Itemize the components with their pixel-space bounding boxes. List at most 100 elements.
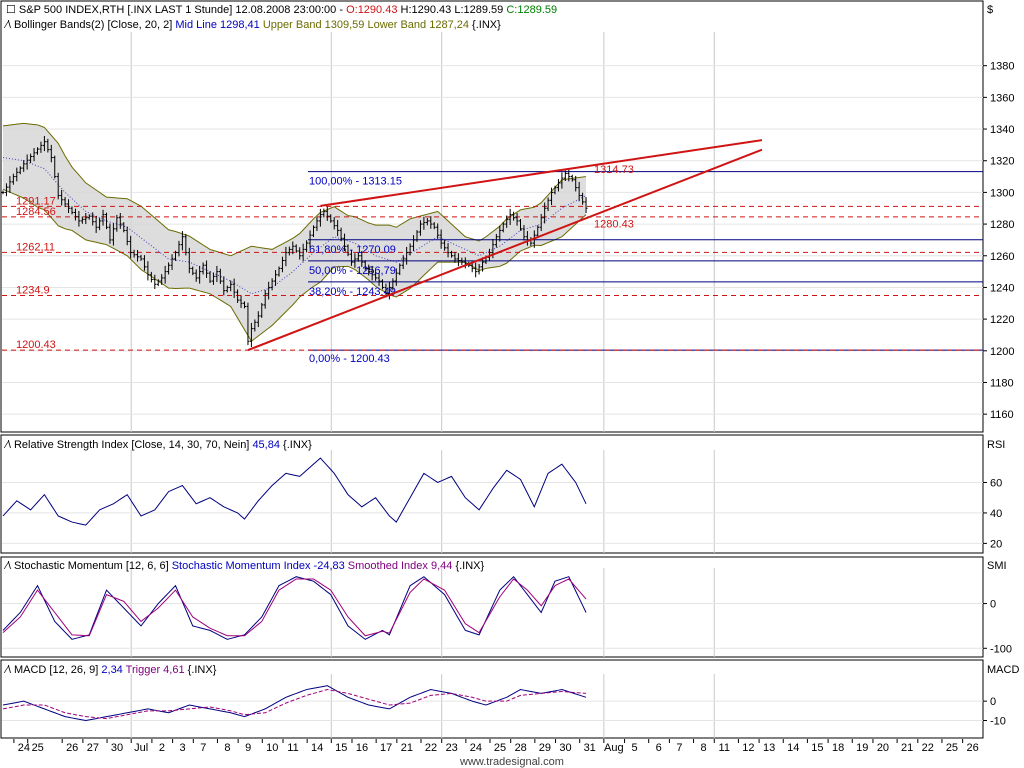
x-tick-label: 19 bbox=[856, 742, 868, 754]
smi-smoothed: Smoothed Index 9,44 bbox=[348, 560, 453, 572]
x-tick-label: 23 bbox=[446, 742, 458, 754]
x-tick-label: 22 bbox=[425, 742, 437, 754]
smi-index-line bbox=[2, 575, 587, 640]
x-tick-label: 2 bbox=[159, 742, 165, 754]
x-tick-label: 15 bbox=[811, 742, 823, 754]
indicator-icon: ⁄\ bbox=[3, 19, 14, 31]
x-tick-label: 21 bbox=[401, 742, 413, 754]
y-tick-label: 1280 bbox=[990, 219, 1014, 231]
macd-value: 2,34 bbox=[101, 664, 122, 676]
rsi-line bbox=[2, 457, 587, 526]
y-tick-label: 20 bbox=[990, 538, 1002, 550]
support-level-label: 1284.56 bbox=[16, 206, 56, 218]
x-tick-label: 14 bbox=[311, 742, 323, 754]
y-tick-label: 1160 bbox=[990, 409, 1014, 421]
rsi-label: Relative Strength Index [Close, 14, 30, … bbox=[14, 439, 249, 451]
x-tick-label: 25 bbox=[32, 742, 44, 754]
x-tick-label: 31 bbox=[584, 742, 596, 754]
x-tick-label: 6 bbox=[656, 742, 662, 754]
x-tick-label: 13 bbox=[763, 742, 775, 754]
support-level-label: 1262,11 bbox=[16, 241, 55, 253]
symbol-icon: ☐ bbox=[6, 4, 19, 16]
macd-axis-title: MACD bbox=[987, 664, 1019, 676]
x-tick-label: 30 bbox=[111, 742, 123, 754]
macd-symbol: {.INX} bbox=[188, 664, 217, 676]
bollinger-lower: Lower Band 1287,24 bbox=[367, 19, 469, 31]
y-tick-label: 1300 bbox=[990, 187, 1014, 199]
x-tick-label: 11 bbox=[719, 742, 730, 754]
x-tick-label: 20 bbox=[877, 742, 889, 754]
price-annotation: 1280.43 bbox=[594, 218, 634, 230]
x-tick-label: 7 bbox=[676, 742, 682, 754]
y-tick-label: 1240 bbox=[990, 282, 1014, 294]
y-tick-label: 1200 bbox=[990, 346, 1014, 358]
smi-symbol: {.INX} bbox=[455, 560, 484, 572]
x-tick-label: 9 bbox=[245, 742, 251, 754]
y-tick-label: -10 bbox=[990, 716, 1006, 728]
price-annotation: 1314.73 bbox=[594, 164, 634, 176]
bollinger-mid: Mid Line 1298,41 bbox=[175, 19, 259, 31]
y-tick-label: -100 bbox=[990, 643, 1012, 655]
macd-legend: ⁄\ MACD [12, 26, 9] 2,34 Trigger 4,61 {.… bbox=[3, 664, 217, 676]
x-tick-label: 12 bbox=[742, 742, 754, 754]
x-tick-label: 22 bbox=[922, 742, 934, 754]
currency-label: $ bbox=[987, 4, 993, 16]
y-tick-label: 1180 bbox=[990, 377, 1014, 389]
y-tick-label: 1380 bbox=[990, 61, 1014, 73]
rsi-symbol: {.INX} bbox=[283, 439, 312, 451]
axes-layer: 24 25 26 27 30 Jul 2 3 7 8 9 10 11 14 15 16 17 21 22 23 24 25… bbox=[13, 61, 1014, 754]
rsi-panel bbox=[0, 434, 984, 554]
y-tick-label: 1340 bbox=[990, 124, 1014, 136]
y-tick-label: 60 bbox=[990, 477, 1002, 489]
rsi-axis-title: RSI bbox=[987, 439, 1005, 451]
x-tick-label: 17 bbox=[380, 742, 392, 754]
price-legend: ☐ S&P 500 INDEX,RTH [.INX LAST 1 Stunde]… bbox=[6, 4, 557, 16]
smi-legend: ⁄\ Stochastic Momentum [12, 6, 6] Stocha… bbox=[3, 560, 485, 572]
x-tick-label: 25 bbox=[494, 742, 506, 754]
fibonacci-level-label: 0,00% - 1200.43 bbox=[309, 353, 390, 365]
x-tick-label: 18 bbox=[832, 742, 844, 754]
y-tick-label: 0 bbox=[990, 599, 996, 611]
x-tick-label: 11 bbox=[287, 742, 298, 754]
fibonacci-level-label: 61,80% - 1270.09 bbox=[309, 244, 396, 256]
trendlines-layer: 1314.73 1280.43 bbox=[247, 139, 763, 352]
y-tick-label: 0 bbox=[990, 696, 996, 708]
indicator-icon: ⁄\ bbox=[3, 560, 14, 572]
bollinger-upper: Upper Band 1309,59 bbox=[263, 19, 365, 31]
trendline bbox=[320, 139, 763, 207]
x-tick-label: 24 bbox=[470, 742, 482, 754]
x-tick-label: 16 bbox=[356, 742, 368, 754]
bollinger-lower-line bbox=[2, 188, 587, 343]
support-level-label: 1291.17 bbox=[16, 195, 56, 207]
open-value: O:1290.43 bbox=[346, 4, 397, 16]
footer-credit: www.tradesignal.com bbox=[459, 756, 564, 768]
indicator-lines-layer bbox=[2, 457, 587, 722]
x-tick-label: 24 bbox=[18, 742, 30, 754]
x-tick-label: 29 bbox=[539, 742, 551, 754]
rsi-value: 45,84 bbox=[252, 439, 280, 451]
x-tick-label: Aug bbox=[604, 742, 624, 754]
bollinger-upper-line bbox=[2, 122, 587, 257]
x-tick-label: 8 bbox=[700, 742, 706, 754]
x-tick-label: 10 bbox=[266, 742, 278, 754]
x-tick-label: 25 bbox=[946, 742, 958, 754]
y-tick-label: 1260 bbox=[990, 251, 1014, 263]
horizontal-levels-layer: 100,00% - 1313.15 61,80% - 1270.09 50,00% … bbox=[2, 171, 983, 365]
bollinger-band-layer bbox=[2, 122, 587, 343]
x-tick-label: 7 bbox=[200, 742, 206, 754]
bollinger-band-area bbox=[3, 123, 587, 342]
fibonacci-level-label: 38,20% - 1243.49 bbox=[309, 286, 396, 298]
x-tick-label: 14 bbox=[787, 742, 799, 754]
y-tick-label: 40 bbox=[990, 508, 1002, 520]
bollinger-mid-line bbox=[2, 157, 587, 295]
price-title: S&P 500 INDEX,RTH [.INX LAST 1 Stunde] 1… bbox=[19, 4, 346, 16]
x-tick-label: 5 bbox=[631, 742, 637, 754]
y-tick-label: 1360 bbox=[990, 92, 1014, 104]
x-tick-label: 26 bbox=[967, 742, 979, 754]
macd-trigger-line bbox=[2, 689, 587, 720]
support-level-label: 1200.43 bbox=[16, 339, 56, 351]
smi-index: Stochastic Momentum Index -24,83 bbox=[172, 560, 345, 572]
y-tick-label: 1220 bbox=[990, 314, 1014, 326]
x-tick-label: 8 bbox=[224, 742, 230, 754]
